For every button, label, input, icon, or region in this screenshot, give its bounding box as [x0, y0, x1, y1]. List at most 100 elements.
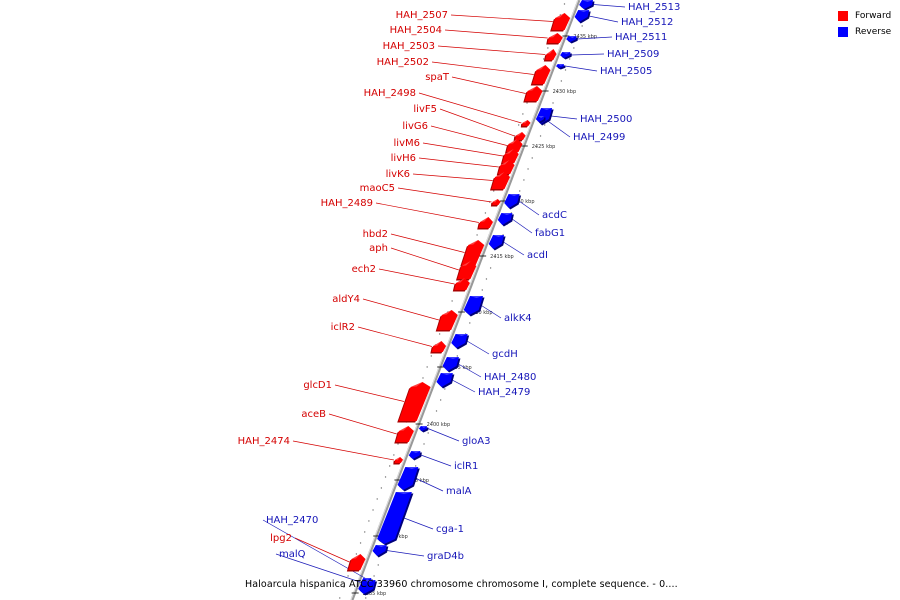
- gene-arrow: [491, 172, 511, 189]
- guide-dot: [552, 102, 554, 104]
- gene-highlight: [362, 580, 376, 582]
- gene-label-hah-2480: HAH_2480: [484, 372, 536, 383]
- guide-dot: [518, 124, 520, 126]
- leader-line: [577, 36, 613, 40]
- gene-highlight: [395, 492, 412, 494]
- legend-swatch-forward: [838, 11, 848, 21]
- gene-livh6: [496, 160, 515, 176]
- leader-line: [481, 305, 502, 319]
- gene-arrow: [506, 139, 523, 152]
- gene-acdi: [488, 235, 506, 251]
- legend-item-reverse: Reverse: [838, 25, 891, 39]
- leader-line: [275, 553, 376, 588]
- gene-fabg1: [497, 213, 514, 227]
- tick-label: 2430 kbp: [553, 89, 577, 95]
- guide-dot: [388, 465, 391, 467]
- gene-label-gloa3: gloA3: [462, 436, 490, 447]
- leader-line: [420, 454, 452, 467]
- leader-line: [450, 14, 553, 22]
- guide-dot: [343, 586, 345, 588]
- gene-label-iclr2: iclR2: [331, 322, 355, 333]
- gene-aceb: [394, 426, 414, 444]
- label-leaders: [262, 4, 626, 588]
- gene-highlight: [420, 426, 427, 428]
- leader-line: [357, 326, 432, 347]
- gene-label-livm6: livM6: [394, 138, 420, 149]
- guide-dot: [372, 509, 374, 511]
- guide-dot: [439, 399, 442, 401]
- tick-label: 2395 kbp: [405, 478, 429, 484]
- guide-dot: [423, 443, 425, 445]
- gene-arrow: [488, 235, 505, 249]
- guide-dot: [359, 542, 362, 544]
- gene-cga-1: [377, 492, 414, 546]
- guide-dot: [484, 212, 487, 214]
- gene-arrow: [574, 10, 590, 22]
- leader-line: [588, 15, 619, 23]
- gene-highlight: [546, 49, 554, 54]
- gene-highlight: [541, 108, 553, 110]
- guide-dot: [451, 300, 453, 302]
- gene-label-hah-2505: HAH_2505: [600, 66, 652, 77]
- guide-dot: [560, 80, 563, 82]
- guide-dot: [535, 146, 538, 148]
- gene-hah-2498: [520, 120, 531, 128]
- leader-line: [418, 92, 522, 124]
- gene-hah-2507: [550, 13, 571, 32]
- gene-highlight: [398, 426, 409, 431]
- guide-dot: [435, 410, 438, 412]
- gene-arrow: [566, 36, 577, 42]
- guide-dot: [544, 124, 546, 126]
- gene-highlight: [500, 160, 510, 165]
- gene-arrow: [372, 545, 387, 556]
- guide-dot: [414, 465, 417, 467]
- gene-hah-2503: [543, 49, 557, 62]
- gene-arrow: [394, 457, 404, 463]
- guide-dot: [384, 476, 387, 478]
- legend-item-forward: Forward: [838, 9, 891, 23]
- gene-highlight: [522, 120, 528, 124]
- gene-hah-2474: [393, 457, 404, 465]
- gene-label-acdc: acdC: [542, 210, 567, 221]
- guide-dot: [542, 58, 545, 60]
- legend-swatch-reverse: [838, 27, 848, 37]
- gene-spat: [523, 86, 543, 103]
- gene-label-hah-2498: HAH_2498: [364, 88, 416, 99]
- gene-ech2: [452, 278, 470, 292]
- gene-hah-2499: [535, 116, 546, 124]
- gene-highlight: [363, 578, 372, 580]
- gene-hah-2489: [477, 217, 494, 230]
- gene-label-alkk4: alkK4: [504, 313, 532, 324]
- gene-label-hah-2502: HAH_2502: [377, 57, 429, 68]
- gene-arrow: [397, 467, 419, 490]
- gene-label-grad4b: graD4b: [427, 551, 464, 562]
- gene-label-hah-2470: HAH_2470: [266, 515, 318, 526]
- leader-line: [444, 29, 548, 39]
- gene-label-hbd2: hbd2: [363, 229, 388, 240]
- guide-dot: [365, 597, 367, 599]
- tick-label: 2435 kbp: [573, 34, 597, 40]
- gene-label-livg6: livG6: [402, 121, 428, 132]
- gene-label-iclr1: iclR1: [454, 461, 478, 472]
- guide-dot: [339, 597, 341, 599]
- gene-arrow: [358, 580, 376, 594]
- guide-dot: [519, 190, 521, 192]
- legend: Forward Reverse: [838, 9, 891, 41]
- leader-line: [294, 537, 350, 563]
- gene-arrow: [395, 426, 414, 442]
- gene-arrow: [451, 334, 468, 348]
- gene-highlight: [446, 357, 459, 359]
- map-caption: Haloarcula hispanica ATCC 33960 chromoso…: [245, 579, 678, 590]
- gene-label-hah-2474: HAH_2474: [238, 436, 290, 447]
- gene-highlight: [351, 554, 361, 559]
- gene-arrow: [461, 240, 485, 265]
- guide-dot: [376, 498, 378, 500]
- leader-line: [412, 173, 493, 181]
- gene-label-aceb: aceB: [301, 409, 326, 420]
- leader-line: [390, 247, 459, 271]
- gene-highlight: [493, 235, 505, 237]
- gene-label-hah-2489: HAH_2489: [321, 198, 373, 209]
- guide-dot: [526, 102, 528, 104]
- leader-line: [439, 108, 515, 137]
